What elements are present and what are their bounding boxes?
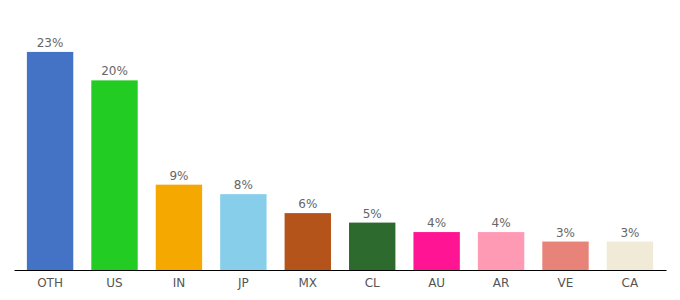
chart: OTH US IN JP MX CL AU AR VE CA 23% 20% 9% 8% 6% 5% 4% 4% 3… bbox=[0, 0, 680, 300]
x-tick-label: CL bbox=[365, 276, 380, 290]
x-axis: OTH US IN JP MX CL AU AR VE CA bbox=[15, 270, 667, 290]
x-tick-label: JP bbox=[237, 276, 249, 290]
bar bbox=[413, 232, 459, 270]
bar bbox=[285, 213, 331, 270]
x-tick-label: CA bbox=[622, 276, 639, 290]
data-label: 3% bbox=[620, 226, 639, 240]
bar bbox=[156, 185, 202, 270]
x-tick: CL bbox=[365, 270, 380, 290]
x-tick: US bbox=[106, 270, 122, 290]
x-tick: CA bbox=[622, 270, 639, 290]
x-tick-label: VE bbox=[558, 276, 574, 290]
bar bbox=[27, 52, 73, 270]
bars bbox=[27, 52, 653, 270]
x-tick: IN bbox=[173, 270, 186, 290]
bar bbox=[349, 223, 395, 270]
x-tick-label: IN bbox=[173, 276, 186, 290]
x-axis-line bbox=[15, 270, 667, 271]
data-label: 5% bbox=[363, 207, 382, 221]
bar bbox=[478, 232, 524, 270]
bar bbox=[91, 80, 137, 270]
x-tick: AU bbox=[428, 270, 445, 290]
x-tick: JP bbox=[237, 270, 249, 290]
data-label: 20% bbox=[101, 64, 128, 78]
data-label: 23% bbox=[37, 36, 64, 50]
x-tick: VE bbox=[558, 270, 574, 290]
data-label: 6% bbox=[298, 197, 317, 211]
plot: OTH US IN JP MX CL AU AR VE CA 23% 20% 9% 8% 6% 5% 4% 4% 3… bbox=[15, 36, 667, 290]
data-label: 9% bbox=[169, 169, 188, 183]
x-tick-label: US bbox=[106, 276, 122, 290]
data-label: 3% bbox=[556, 226, 575, 240]
bar bbox=[607, 242, 653, 270]
data-label: 4% bbox=[427, 216, 446, 230]
data-label: 8% bbox=[234, 178, 253, 192]
bar bbox=[220, 194, 266, 270]
x-tick-label: AR bbox=[493, 276, 510, 290]
data-label: 4% bbox=[492, 216, 511, 230]
x-tick: OTH bbox=[37, 270, 63, 290]
x-tick-label: MX bbox=[298, 276, 317, 290]
bar bbox=[542, 242, 588, 270]
x-tick-label: AU bbox=[428, 276, 445, 290]
x-tick: MX bbox=[298, 270, 317, 290]
x-tick-label: OTH bbox=[37, 276, 63, 290]
data-labels: 23% 20% 9% 8% 6% 5% 4% 4% 3% 3% bbox=[37, 36, 640, 240]
x-tick: AR bbox=[493, 270, 510, 290]
